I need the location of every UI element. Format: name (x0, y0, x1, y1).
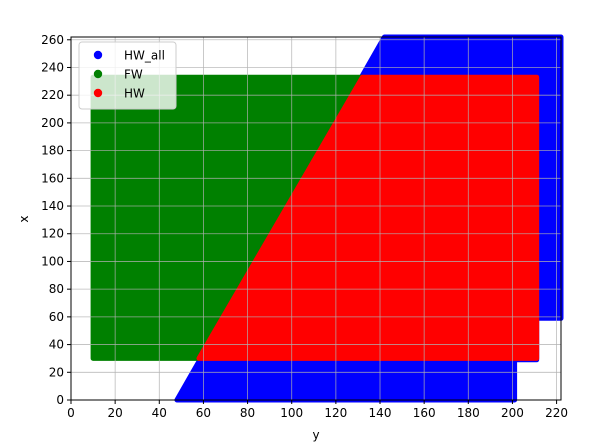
y-tick-label: 200 (41, 116, 64, 130)
y-tick-label: 240 (41, 60, 64, 74)
x-axis: 0 20 40 60 80 100 120 140 160 180 200 220 (67, 400, 568, 420)
legend-label-hw-all: HW_all (124, 49, 165, 63)
x-tick-label: 60 (196, 406, 211, 420)
legend-marker-fw (93, 69, 103, 79)
x-axis-title: y (312, 428, 319, 442)
y-tick-label: 220 (41, 88, 64, 102)
x-tick-label: 40 (152, 406, 167, 420)
legend-box (78, 41, 177, 110)
y-axis: 0 20 40 60 80 100 120 140 160 180 200 220 240 260 (41, 33, 71, 407)
legend-marker-hw-all (93, 50, 103, 60)
legend-label-fw: FW (124, 68, 143, 82)
x-tick-label: 0 (67, 406, 75, 420)
y-tick-label: 100 (41, 254, 64, 268)
y-tick-label: 140 (41, 199, 64, 213)
x-tick-label: 200 (501, 406, 524, 420)
x-tick-label: 180 (457, 406, 480, 420)
legend-label-hw: HW (124, 87, 145, 101)
x-tick-label: 160 (413, 406, 436, 420)
x-tick-label: 120 (324, 406, 347, 420)
legend: HW_all FW HW (78, 41, 177, 110)
y-tick-label: 260 (41, 33, 64, 47)
y-tick-label: 80 (49, 282, 64, 296)
x-tick-label: 80 (240, 406, 255, 420)
x-tick-label: 140 (369, 406, 392, 420)
y-tick-label: 40 (49, 338, 64, 352)
y-axis-title: x (17, 215, 31, 222)
x-tick-label: 20 (108, 406, 123, 420)
y-tick-label: 160 (41, 171, 64, 185)
y-tick-label: 180 (41, 144, 64, 158)
legend-marker-hw (93, 88, 103, 98)
y-tick-label: 20 (49, 365, 64, 379)
y-tick-label: 0 (56, 393, 64, 407)
x-tick-label: 100 (280, 406, 303, 420)
y-tick-label: 120 (41, 227, 64, 241)
x-tick-label: 220 (545, 406, 568, 420)
y-tick-label: 60 (49, 310, 64, 324)
plot-frame (70, 36, 562, 401)
